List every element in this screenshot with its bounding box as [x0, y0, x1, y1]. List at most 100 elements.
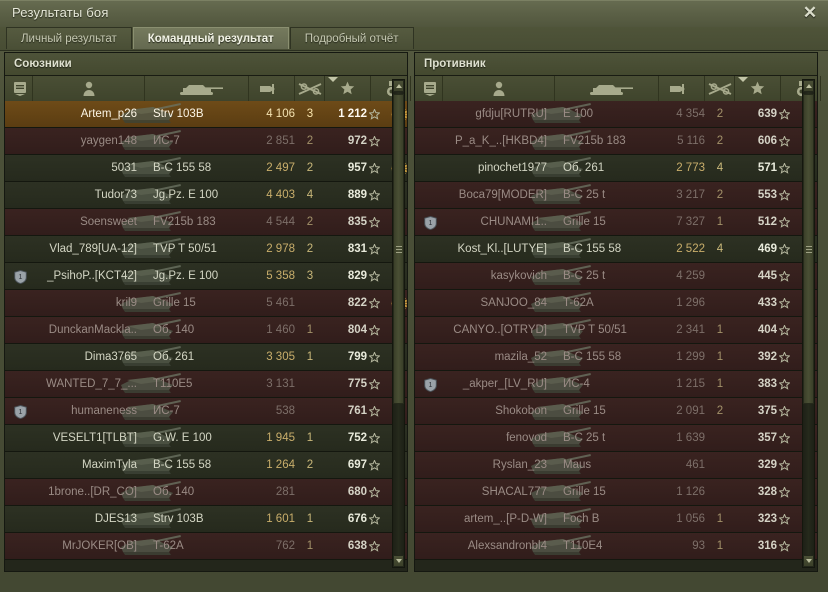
table-row[interactable]: mazila_52 B-C 155 58 1 299 1 392	[415, 344, 817, 371]
column-header-damage-icon[interactable]	[653, 76, 705, 101]
table-row[interactable]: DunckanMackla.. Об. 140 1 460 1 804	[5, 317, 407, 344]
table-row[interactable]: yaygen148 ИС-7 2 851 2 972	[5, 128, 407, 155]
player-name[interactable]: DunckanMackla..	[48, 324, 137, 336]
player-name[interactable]: yaygen148	[80, 135, 137, 147]
table-row[interactable]: MaximTyla B-C 155 58 1 264 2 697	[5, 452, 407, 479]
close-icon[interactable]: ✕	[802, 3, 818, 22]
column-header-frags-icon[interactable]	[295, 76, 325, 101]
table-row[interactable]: Kost_Kl..[LUTYE] B-C 155 58 2 522 4 469	[415, 236, 817, 263]
table-row[interactable]: 1 _akper_[LV_RU] ИС-4 1 215 1 383	[415, 371, 817, 398]
table-row[interactable]: 1 humaneness ИС-7 538 761	[5, 398, 407, 425]
scrollbar-thumb[interactable]	[803, 94, 814, 404]
player-name[interactable]: kril9	[115, 297, 137, 309]
player-name[interactable]: Soensweet	[80, 216, 137, 228]
table-row[interactable]: VESELT1[TLBT] G.W. E 100 1 945 1 752	[5, 425, 407, 452]
table-row[interactable]: MrJOKER[OB] T-62A 762 1 638	[5, 533, 407, 560]
rank-chevron-icon	[423, 81, 437, 96]
player-name[interactable]: artem_..[P-D-W]	[463, 513, 547, 525]
player-name[interactable]: Kost_Kl..[LUTYE]	[457, 243, 547, 255]
player-name[interactable]: CANYO..[OTRYD]	[453, 324, 547, 336]
column-header-vehicle-icon[interactable]	[563, 76, 659, 101]
table-row[interactable]: Artem_p26 Strv 103B 4 106 3 1 212	[5, 101, 407, 128]
table-row[interactable]: Shokobon Grille 15 2 091 2 375	[415, 398, 817, 425]
player-name[interactable]: 1brone..[DR_CO]	[48, 486, 137, 498]
tab-0[interactable]: Личный результат	[6, 27, 132, 49]
player-name[interactable]: fenovod	[506, 432, 547, 444]
table-row[interactable]: 5031 B-C 155 58 2 497 2 957	[5, 155, 407, 182]
scroll-down-icon[interactable]	[393, 555, 404, 567]
player-name[interactable]: SHACAL777	[481, 486, 547, 498]
table-row[interactable]: Dima3765 Об. 261 3 305 1 799	[5, 344, 407, 371]
table-row[interactable]: 1 CHUNAMI1.. Grille 15 7 327 1 512	[415, 209, 817, 236]
scroll-up-icon[interactable]	[803, 80, 814, 92]
table-row[interactable]: WANTED_7_7_... T110E5 3 131 775	[5, 371, 407, 398]
table-row[interactable]: DJES13 Strv 103B 1 601 1 676	[5, 506, 407, 533]
tab-2[interactable]: Подробный отчёт	[289, 27, 414, 49]
player-name[interactable]: gfdju[RUTRU]	[475, 108, 547, 120]
player-name[interactable]: Ryslan_23	[492, 459, 547, 471]
column-header-damage-icon[interactable]	[243, 76, 295, 101]
column-header-rank-icon[interactable]	[7, 76, 33, 101]
scroll-down-icon[interactable]	[803, 555, 814, 567]
scrollbar-thumb[interactable]	[393, 94, 404, 404]
allies-scrollbar[interactable]	[392, 79, 405, 568]
vehicle-name: Об. 261	[563, 162, 605, 174]
column-header-rank-icon[interactable]	[417, 76, 443, 101]
player-name[interactable]: Artem_p26	[80, 108, 137, 120]
table-row[interactable]: artem_..[P-D-W] Foch B 1 056 1 323	[415, 506, 817, 533]
table-row[interactable]: SHACAL777 Grille 15 1 126 328	[415, 479, 817, 506]
player-name[interactable]: 5031	[111, 162, 137, 174]
player-name[interactable]: Shokobon	[495, 405, 547, 417]
player-name[interactable]: Vlad_789[UA-12]	[49, 243, 137, 255]
column-header-xp-icon[interactable]	[325, 76, 371, 101]
player-name[interactable]: pinochet1977	[477, 162, 547, 174]
vehicle-name: B-C 25 t	[563, 189, 606, 201]
player-name[interactable]: MrJOKER[OB]	[62, 540, 137, 552]
player-name[interactable]: VESELT1[TLBT]	[52, 432, 137, 444]
table-row[interactable]: Alexsandronbl4 T110E4 93 1 316	[415, 533, 817, 560]
tab-1[interactable]: Командный результат	[132, 27, 289, 49]
table-row[interactable]: Tudor73 Jg.Pz. E 100 4 403 4 889	[5, 182, 407, 209]
player-name[interactable]: SANJOO_84	[480, 297, 547, 309]
table-row[interactable]: Boca79[MODER] B-C 25 t 3 217 2 553	[415, 182, 817, 209]
table-row[interactable]: P_a_K_..[HKBD4] FV215b 183 5 116 2 606	[415, 128, 817, 155]
player-name[interactable]: WANTED_7_7_...	[46, 378, 137, 390]
frags-value: 3	[306, 108, 314, 120]
player-name[interactable]: _akper_[LV_RU]	[462, 378, 547, 390]
player-name[interactable]: _PsihoP..[KCT42]	[47, 270, 137, 282]
table-row[interactable]: kril9 Grille 15 5 461 822	[5, 290, 407, 317]
player-name[interactable]: Tudor73	[94, 189, 137, 201]
player-name[interactable]: DJES13	[94, 513, 137, 525]
table-row[interactable]: CANYO..[OTRYD] TVP T 50/51 2 341 1 404	[415, 317, 817, 344]
player-name[interactable]: Boca79[MODER]	[458, 189, 547, 201]
table-row[interactable]: SANJOO_84 T-62A 1 296 433	[415, 290, 817, 317]
column-header-player-icon[interactable]	[33, 76, 145, 101]
table-row[interactable]: Vlad_789[UA-12] TVP T 50/51 2 978 2 831	[5, 236, 407, 263]
scroll-up-icon[interactable]	[393, 80, 404, 92]
column-header-vehicle-icon[interactable]	[153, 76, 249, 101]
table-row[interactable]: gfdju[RUTRU] E 100 4 354 2 639	[415, 101, 817, 128]
player-name[interactable]: Alexsandronbl4	[467, 540, 547, 552]
table-row[interactable]: Ryslan_23 Maus 461 329	[415, 452, 817, 479]
table-row[interactable]: Soensweet FV215b 183 4 544 2 835	[5, 209, 407, 236]
column-header-xp-icon[interactable]	[735, 76, 781, 101]
table-row[interactable]: 1 _PsihoP..[KCT42] Jg.Pz. E 100 5 358 3 829	[5, 263, 407, 290]
player-name[interactable]: humaneness	[71, 405, 137, 417]
player-name[interactable]: Dima3765	[84, 351, 137, 363]
column-header-player-icon[interactable]	[443, 76, 555, 101]
damage-value: 4 259	[676, 270, 705, 282]
player-name[interactable]: MaximTyla	[82, 459, 137, 471]
table-row[interactable]: 1brone..[DR_CO] Об. 140 281 680	[5, 479, 407, 506]
table-row[interactable]: pinochet1977 Об. 261 2 773 4 571	[415, 155, 817, 182]
player-name[interactable]: P_a_K_..[HKBD4]	[454, 135, 547, 147]
column-header-frags-icon[interactable]	[705, 76, 735, 101]
player-name[interactable]: kasykovich	[490, 270, 547, 282]
clan-emblem-icon: 1	[7, 398, 33, 425]
table-row[interactable]: fenovod B-C 25 t 1 639 357	[415, 425, 817, 452]
player-name[interactable]: mazila_52	[494, 351, 547, 363]
clan-emblem-icon	[7, 317, 33, 344]
enemies-scrollbar[interactable]	[802, 79, 815, 568]
clan-emblem-icon	[7, 182, 33, 209]
player-name[interactable]: CHUNAMI1..	[480, 216, 547, 228]
table-row[interactable]: kasykovich B-C 25 t 4 259 445	[415, 263, 817, 290]
